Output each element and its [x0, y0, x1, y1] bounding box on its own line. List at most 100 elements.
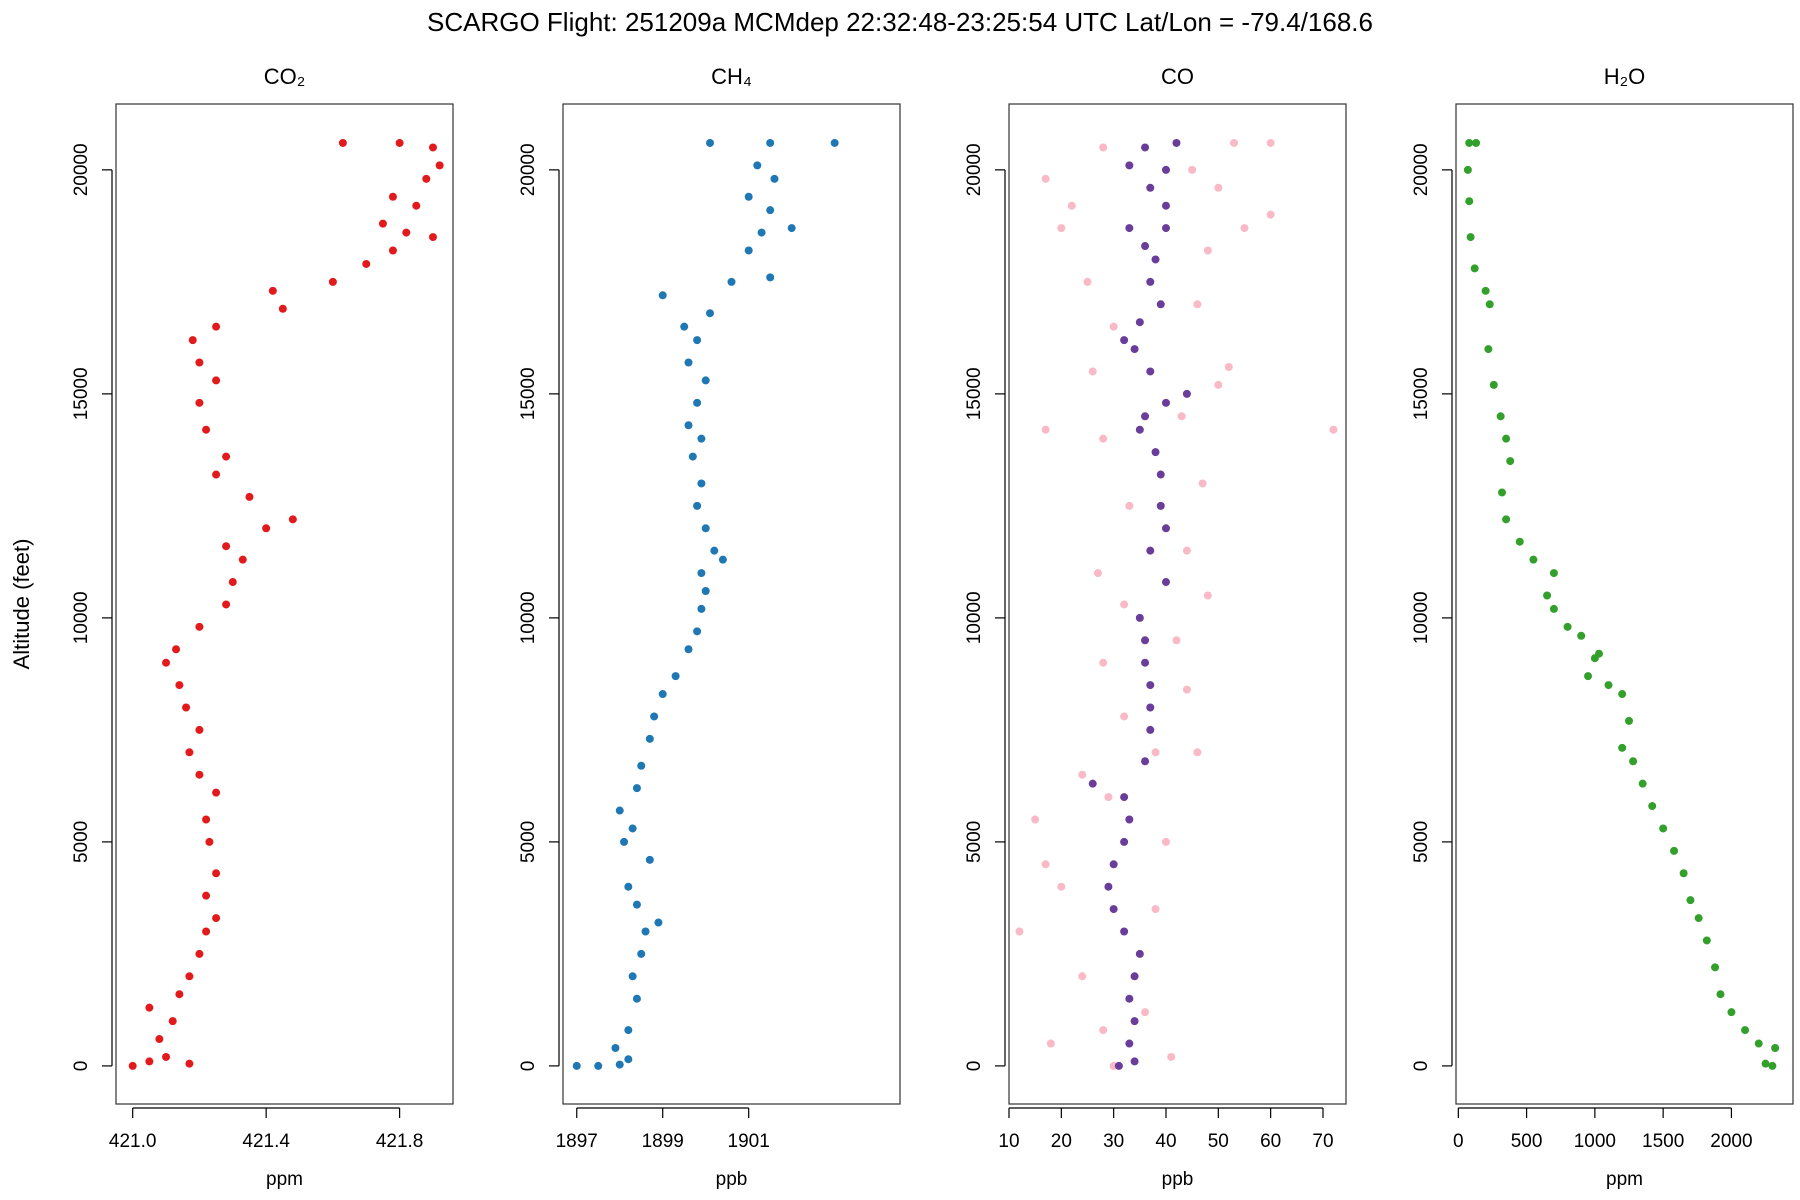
- panel-title: CH₄: [711, 64, 752, 89]
- point: [168, 1017, 177, 1026]
- y-axis-label: Altitude (feet): [9, 539, 34, 670]
- point: [1214, 380, 1223, 389]
- point: [1727, 1008, 1736, 1017]
- x-tick-label: 50: [1208, 1131, 1229, 1152]
- point: [1099, 434, 1108, 443]
- point: [1125, 501, 1134, 510]
- point: [1120, 712, 1129, 721]
- point: [684, 645, 693, 654]
- point: [1618, 690, 1627, 699]
- x-tick-label: 10: [998, 1131, 1019, 1152]
- point: [1146, 367, 1155, 376]
- point: [238, 555, 247, 564]
- point: [162, 1052, 171, 1061]
- point: [205, 837, 214, 846]
- point: [1088, 367, 1097, 376]
- y-tick-label: 15000: [964, 367, 985, 420]
- point: [202, 927, 211, 936]
- point: [1172, 636, 1181, 645]
- y-tick-label: 10000: [964, 591, 985, 644]
- point: [1465, 138, 1474, 147]
- point: [684, 358, 693, 367]
- point: [1167, 1052, 1176, 1061]
- point: [710, 546, 719, 555]
- point: [1120, 600, 1129, 609]
- point: [1161, 578, 1170, 587]
- point: [1182, 389, 1191, 398]
- point: [202, 425, 211, 434]
- point: [1099, 143, 1108, 152]
- y-tick-label: 15000: [1411, 367, 1432, 420]
- point: [1130, 1017, 1139, 1026]
- point: [195, 725, 204, 734]
- point: [654, 918, 663, 927]
- point: [1266, 210, 1275, 219]
- point: [693, 627, 702, 636]
- point: [718, 555, 727, 564]
- point: [1125, 161, 1134, 170]
- point: [288, 515, 297, 524]
- point: [1141, 242, 1150, 251]
- point: [1151, 748, 1160, 757]
- point: [185, 972, 194, 981]
- point: [1466, 233, 1475, 242]
- point: [188, 336, 197, 345]
- point: [1489, 380, 1498, 389]
- point: [202, 891, 211, 900]
- point: [1604, 681, 1613, 690]
- figure-title: SCARGO Flight: 251209a MCMdep 22:32:48-2…: [427, 7, 1373, 37]
- point: [1151, 448, 1160, 457]
- point: [1224, 362, 1233, 371]
- point: [1109, 860, 1118, 869]
- point: [388, 246, 397, 255]
- y-tick-label: 10000: [1411, 591, 1432, 644]
- point: [1638, 779, 1647, 788]
- point: [1741, 1026, 1750, 1035]
- point: [624, 1055, 633, 1064]
- point: [222, 542, 231, 551]
- point: [1496, 412, 1505, 421]
- point: [1177, 412, 1186, 421]
- point: [628, 824, 637, 833]
- point: [753, 161, 762, 170]
- x-tick-label: 0: [1453, 1131, 1464, 1152]
- point: [1130, 972, 1139, 981]
- point: [757, 228, 766, 237]
- point: [1618, 743, 1627, 752]
- y-tick-label: 5000: [71, 821, 92, 863]
- point: [1146, 681, 1155, 690]
- x-axis-label: ppb: [716, 1169, 748, 1190]
- panel-title: CO: [1161, 64, 1194, 89]
- point: [628, 972, 637, 981]
- point: [650, 712, 659, 721]
- point: [637, 761, 646, 770]
- y-tick-label: 5000: [964, 821, 985, 863]
- point: [632, 900, 641, 909]
- point: [1109, 905, 1118, 914]
- point: [1141, 412, 1150, 421]
- point: [1125, 1039, 1134, 1048]
- point: [1135, 425, 1144, 434]
- point: [1702, 936, 1711, 945]
- point: [128, 1061, 137, 1070]
- point: [1214, 183, 1223, 192]
- point: [693, 501, 702, 510]
- point: [202, 815, 211, 824]
- point: [1078, 770, 1087, 779]
- x-tick-label: 1901: [728, 1131, 770, 1152]
- point: [362, 259, 371, 268]
- point: [1198, 479, 1207, 488]
- point: [1670, 846, 1679, 855]
- point: [727, 277, 736, 286]
- x-tick-label: 1000: [1574, 1131, 1616, 1152]
- point: [1472, 138, 1481, 147]
- point: [766, 138, 775, 147]
- point: [697, 604, 706, 613]
- y-tick-label: 20000: [1411, 143, 1432, 196]
- point: [1120, 927, 1129, 936]
- point: [1141, 658, 1150, 667]
- x-tick-label: 421.4: [242, 1131, 290, 1152]
- point: [1506, 457, 1515, 466]
- point: [1031, 815, 1040, 824]
- x-tick-label: 60: [1260, 1131, 1281, 1152]
